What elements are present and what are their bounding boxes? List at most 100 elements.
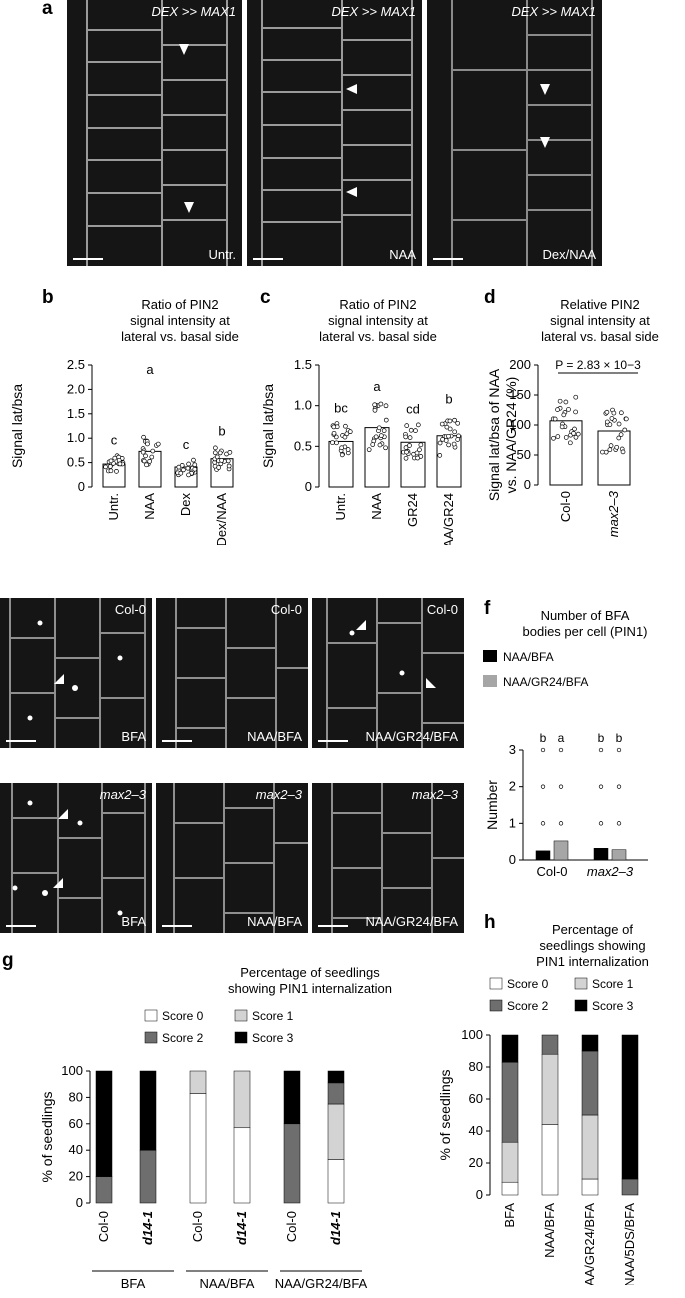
group-label: NAA/GR24/BFA: [275, 1276, 368, 1291]
data-point: [558, 821, 564, 826]
data-point: [145, 441, 150, 447]
y-tick-label: 200: [509, 357, 531, 372]
cell-pattern: [326, 598, 464, 748]
data-point: [452, 417, 457, 423]
micrograph-untr: DEX >> MAX1 Untr.: [67, 0, 242, 266]
panel-letter-g: g: [2, 950, 14, 971]
scale-bar: [162, 740, 192, 742]
panel-letter-c: c: [260, 287, 271, 308]
legend-swatch: [144, 1009, 158, 1022]
bar-segment: [139, 1070, 157, 1151]
cell-pattern: [173, 783, 308, 933]
x-tick-label: max2–3: [587, 864, 634, 879]
bar-segment: [233, 1070, 251, 1129]
legend-label: Score 0: [507, 977, 549, 991]
data-point: [143, 453, 148, 459]
legend-label: NAA/GR24/BFA: [503, 675, 588, 689]
micrograph-naa: DEX >> MAX1 NAA: [247, 0, 422, 266]
legend-label: Score 1: [252, 1009, 294, 1023]
y-tick-label: 2.0: [67, 381, 85, 396]
data-point: [609, 416, 615, 421]
micrograph-caption: NAA/GR24/BFA: [365, 914, 458, 929]
data-point: [616, 821, 622, 826]
data-point: [339, 452, 345, 458]
legend-swatch: [234, 1031, 248, 1044]
bar: [611, 849, 627, 861]
data-point: [191, 457, 196, 463]
scale-bar: [318, 925, 348, 927]
legend-swatch: [234, 1009, 248, 1022]
micrograph-dex-naa: DEX >> MAX1 Dex/NAA: [427, 0, 602, 266]
data-point: [339, 445, 345, 451]
y-tick-label: 100: [509, 417, 531, 432]
y-tick-label: 2.5: [67, 357, 85, 372]
panel-letter-d: d: [484, 287, 496, 308]
x-tick-label: NAA/GR24: [441, 493, 456, 545]
chart-c-title: Ratio of PIN2 signal intensity at latera…: [319, 297, 437, 344]
data-point: [552, 416, 558, 422]
group-label: BFA: [121, 1276, 146, 1291]
data-point: [178, 470, 184, 476]
data-point: [403, 434, 409, 440]
x-tick-label: d14-1: [234, 1211, 249, 1245]
y-tick-label: 2: [509, 779, 516, 794]
data-point: [446, 433, 451, 439]
data-point: [141, 434, 146, 440]
micrograph-genotype: Col-0: [114, 602, 146, 617]
y-tick-label: 0.5: [67, 455, 85, 470]
legend-swatch: [483, 675, 497, 687]
bar-segment: [581, 1114, 599, 1180]
micrograph-genotype: max2–3: [99, 787, 146, 802]
data-point: [598, 821, 604, 826]
data-point: [573, 394, 579, 400]
y-axis-label: Number: [484, 780, 500, 830]
data-point: [415, 455, 420, 461]
data-point: [372, 402, 378, 408]
legend-swatch: [144, 1031, 158, 1044]
data-point: [383, 403, 389, 409]
data-point: [185, 465, 191, 471]
arrowhead-icon: [179, 44, 189, 55]
scale-bar: [6, 925, 36, 927]
significance-letter: b: [540, 731, 547, 745]
arrowhead-icon: [540, 84, 550, 95]
data-point: [404, 449, 409, 455]
data-point: [455, 420, 461, 426]
data-point: [604, 419, 610, 425]
bar-segment: [621, 1034, 639, 1180]
x-tick-label: Dex: [178, 493, 193, 517]
arrowhead-icon: [184, 202, 194, 213]
x-tick-label: GR24: [405, 493, 420, 527]
data-point: [186, 472, 191, 478]
legend-label: NAA/BFA: [503, 650, 554, 664]
legend-label: Score 3: [252, 1031, 294, 1045]
micrograph-genotype: Col-0: [426, 602, 458, 617]
data-point: [378, 401, 384, 407]
bar-segment: [189, 1070, 207, 1094]
data-point: [623, 416, 629, 422]
data-point: [378, 433, 384, 438]
data-point: [381, 428, 387, 433]
data-point: [616, 747, 622, 753]
micrograph-caption: BFA: [121, 729, 146, 744]
panel-letter-h: h: [484, 912, 496, 933]
x-tick-label: Col-0: [558, 491, 573, 522]
group-label: NAA/BFA: [200, 1276, 255, 1291]
data-point: [572, 426, 577, 432]
significance-letter: b: [218, 424, 225, 439]
data-point: [575, 431, 581, 437]
legend-swatch: [574, 999, 588, 1012]
data-point: [181, 467, 186, 473]
x-tick-label: max2–3: [606, 490, 621, 537]
data-point: [214, 454, 220, 460]
micrograph-col0-bfa: Col-0 BFA: [0, 598, 152, 748]
micrograph-genotype: max2–3: [411, 787, 458, 802]
bar-segment: [621, 1178, 639, 1196]
data-point: [618, 432, 624, 437]
micrograph-genotype: max2–3: [255, 787, 302, 802]
data-point: [216, 465, 222, 470]
x-tick-label: Col-0: [536, 864, 567, 879]
data-point: [603, 449, 609, 455]
micrograph-caption: NAA/GR24/BFA: [365, 729, 458, 744]
data-point: [573, 409, 578, 415]
